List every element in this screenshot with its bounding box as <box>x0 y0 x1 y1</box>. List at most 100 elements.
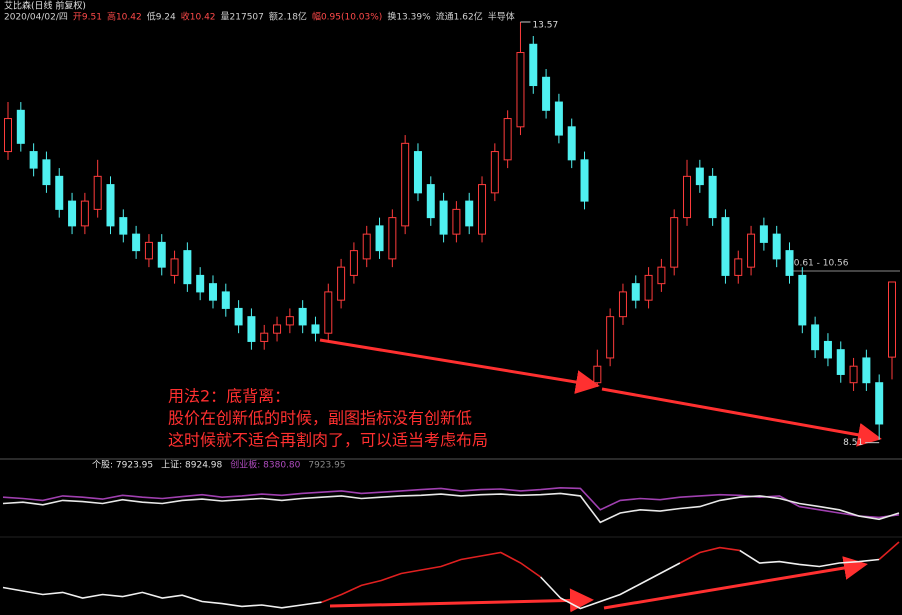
arrow <box>601 387 882 447</box>
stock-title: 艾比森(日线 前复权) <box>4 0 86 12</box>
candle-body <box>567 126 576 161</box>
candle-body <box>4 118 12 153</box>
candle-body <box>644 274 653 301</box>
candle-body <box>260 332 269 342</box>
candle-body <box>42 159 51 186</box>
candle-body <box>836 349 845 375</box>
candle-body <box>683 175 692 219</box>
info-item: 额2.18亿 <box>269 11 307 23</box>
series-line <box>540 562 681 610</box>
info-item: 幅0.95(10.03%) <box>312 11 382 23</box>
candle-body <box>734 258 743 276</box>
candle-body <box>772 233 781 260</box>
candle-body <box>401 142 410 227</box>
candle-body <box>811 324 820 351</box>
low-label: 8.51 <box>843 438 863 448</box>
candle-body <box>413 151 422 194</box>
candle-body <box>273 324 282 334</box>
candle-body <box>478 184 487 235</box>
info-item: 量217507 <box>221 12 264 23</box>
candle-body <box>862 357 871 384</box>
note-line: 股价在创新低的时候，副图指标没有创新低 <box>168 409 472 428</box>
candle-body <box>349 250 358 276</box>
legend-item: 7923.95 <box>308 461 345 471</box>
candle-body <box>888 281 896 358</box>
range-label: 10.61 - 10.56 <box>788 259 849 269</box>
candle-body <box>324 291 333 334</box>
series-line <box>679 546 740 564</box>
candle-body <box>529 43 538 87</box>
legend-item: 个股: 7923.95 <box>92 460 153 471</box>
candle-body <box>196 274 205 293</box>
candle-body <box>490 151 499 194</box>
candle-body <box>285 316 294 326</box>
candle-body <box>337 266 346 301</box>
arrow <box>319 338 600 394</box>
info-item: 半导体 <box>488 11 515 23</box>
candle-body <box>849 365 858 384</box>
note-line: 这时候就不适合再割肉了，可以适当考虑布局 <box>168 431 488 450</box>
series-line <box>2 586 322 609</box>
candle-body <box>606 316 615 359</box>
candle-body <box>311 324 320 334</box>
candle-body <box>580 159 589 202</box>
candle-body <box>798 274 807 326</box>
candle-body <box>298 307 307 326</box>
candle-body <box>362 233 371 260</box>
candle-body <box>375 225 384 252</box>
candle-body <box>29 151 38 169</box>
candle-body <box>618 291 627 318</box>
candle-body <box>55 175 64 210</box>
candle-body <box>221 291 230 309</box>
candle-body <box>439 200 448 235</box>
high-label: 13.57 <box>532 20 558 30</box>
candle-body <box>388 217 397 260</box>
note-line: 用法2：底背离： <box>168 387 290 406</box>
candle-body <box>16 109 25 144</box>
candle-body <box>503 118 512 161</box>
info-item: 2020/04/02/四 <box>4 13 68 23</box>
candle-body <box>542 76 551 111</box>
series-line <box>321 551 542 603</box>
candle-body <box>452 208 461 235</box>
candle-body <box>721 217 730 276</box>
series-line <box>739 549 880 568</box>
candle-body <box>183 250 192 285</box>
arrow <box>329 588 594 613</box>
candle-body <box>426 184 435 219</box>
candle-body <box>106 184 115 227</box>
candle-body <box>554 101 563 136</box>
candle-body <box>695 167 704 186</box>
candle-body <box>144 241 153 260</box>
note: 用法2：底背离： 股价在创新低的时候，副图指标没有创新低这时候就不适合再割肉了，可… <box>168 387 488 450</box>
candle-body <box>516 52 525 128</box>
series-line <box>2 492 900 524</box>
info-item: 收10.42 <box>181 11 216 23</box>
candle-body <box>247 316 256 342</box>
candle-body <box>119 217 128 235</box>
candle-body <box>465 200 474 227</box>
candle-body <box>68 200 77 227</box>
info-item: 低9.24 <box>147 11 176 23</box>
candle-body <box>657 266 666 285</box>
candle-body <box>747 233 756 268</box>
candle-body <box>823 340 832 359</box>
series-line <box>878 541 900 561</box>
candle-body <box>157 241 166 268</box>
candle-body <box>80 200 89 227</box>
candle-body <box>631 283 640 301</box>
candle-body <box>759 225 768 243</box>
candle-body <box>670 217 679 268</box>
legend-item: 创业板: 8380.80 <box>230 459 300 471</box>
info-item: 开9.51 <box>73 12 102 23</box>
arrow <box>603 556 868 610</box>
candle-body <box>208 283 217 301</box>
info-item: 流通1.62亿 <box>436 11 483 23</box>
candle-body <box>234 307 243 326</box>
info-item: 换13.39% <box>387 11 431 23</box>
candle-body <box>93 175 102 210</box>
candle-body <box>170 258 179 276</box>
info-item: 高10.42 <box>107 11 142 23</box>
candle-body <box>875 382 884 425</box>
